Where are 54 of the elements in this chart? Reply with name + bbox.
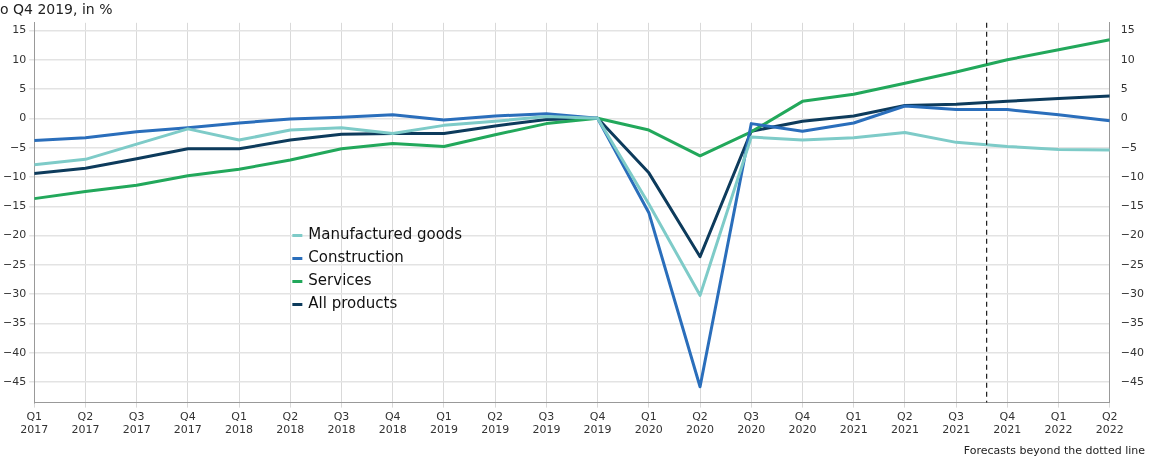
- y-tick-label: −45: [3, 374, 27, 388]
- x-tick-label: Q2 2022: [1095, 410, 1124, 437]
- y-tick-label: 0: [19, 111, 27, 125]
- y-tick-label: 5: [19, 81, 27, 95]
- y-tick-label: −10: [3, 169, 27, 183]
- x-tick-label: Q2 2020: [686, 410, 715, 437]
- y-tick-label: 10: [12, 52, 27, 66]
- y-tick-label: −5: [10, 140, 27, 154]
- text: Forecasts beyond the dotted line: [963, 444, 1145, 457]
- x-tick-label: Q1 2022: [1044, 410, 1073, 437]
- x-tick-label: Q4 2021: [993, 410, 1022, 437]
- y2-tick-label: −35: [1120, 316, 1144, 330]
- x-tick-label: Q3 2019: [532, 410, 561, 437]
- x-tick-label: Q4 2019: [583, 410, 612, 437]
- x-tick-label: Q2 2017: [71, 410, 100, 437]
- y-tick-label: −20: [3, 228, 27, 242]
- y2-tick-label: −30: [1120, 287, 1144, 301]
- x-tick-label: Q3 2020: [737, 410, 766, 437]
- legend-label: Manufactured goods: [308, 225, 463, 244]
- y2-tick-label: −45: [1120, 374, 1144, 388]
- x-tick-label: Q4 2017: [173, 410, 202, 437]
- y2-tick-label: 10: [1120, 52, 1135, 66]
- x-tick-label: Q1 2019: [429, 410, 458, 437]
- y2-tick-label: −20: [1120, 228, 1144, 242]
- x-tick-label: Q1 2020: [634, 410, 663, 437]
- y2-tick-label: 5: [1120, 81, 1128, 95]
- y2-tick-label: 15: [1120, 23, 1135, 37]
- y-tick-label: −35: [3, 316, 27, 330]
- y-tick-label: −15: [3, 199, 27, 213]
- y-tick-label: 15: [12, 23, 27, 37]
- x-tick-label: Q2 2019: [481, 410, 510, 437]
- x-tick-label: Q3 2017: [122, 410, 151, 437]
- legend-label: All products: [308, 294, 398, 313]
- y2-tick-label: −5: [1120, 140, 1137, 154]
- x-tick-label: Q4 2020: [788, 410, 817, 437]
- y2-tick-label: −10: [1120, 169, 1144, 183]
- y2-tick-label: −40: [1120, 345, 1144, 359]
- x-tick-label: Q4 2018: [378, 410, 407, 437]
- y-tick-label: −40: [3, 345, 27, 359]
- x-tick-label: Q2 2021: [890, 410, 919, 437]
- y-tick-label: −25: [3, 257, 27, 271]
- y-tick-label: −30: [3, 287, 27, 301]
- x-tick-label: Q3 2021: [942, 410, 971, 437]
- legend-label: Services: [308, 271, 372, 290]
- x-tick-label: Q1 2018: [225, 410, 254, 437]
- y2-tick-label: 0: [1120, 111, 1128, 125]
- chart-title: o Q4 2019, in %: [0, 1, 113, 18]
- y2-tick-label: −25: [1120, 257, 1144, 271]
- legend-label: Construction: [308, 248, 404, 267]
- x-tick-label: Q1 2021: [839, 410, 868, 437]
- x-tick-label: Q3 2018: [327, 410, 356, 437]
- y2-tick-label: −15: [1120, 199, 1144, 213]
- x-tick-label: Q2 2018: [276, 410, 305, 437]
- x-tick-label: Q1 2017: [20, 410, 49, 437]
